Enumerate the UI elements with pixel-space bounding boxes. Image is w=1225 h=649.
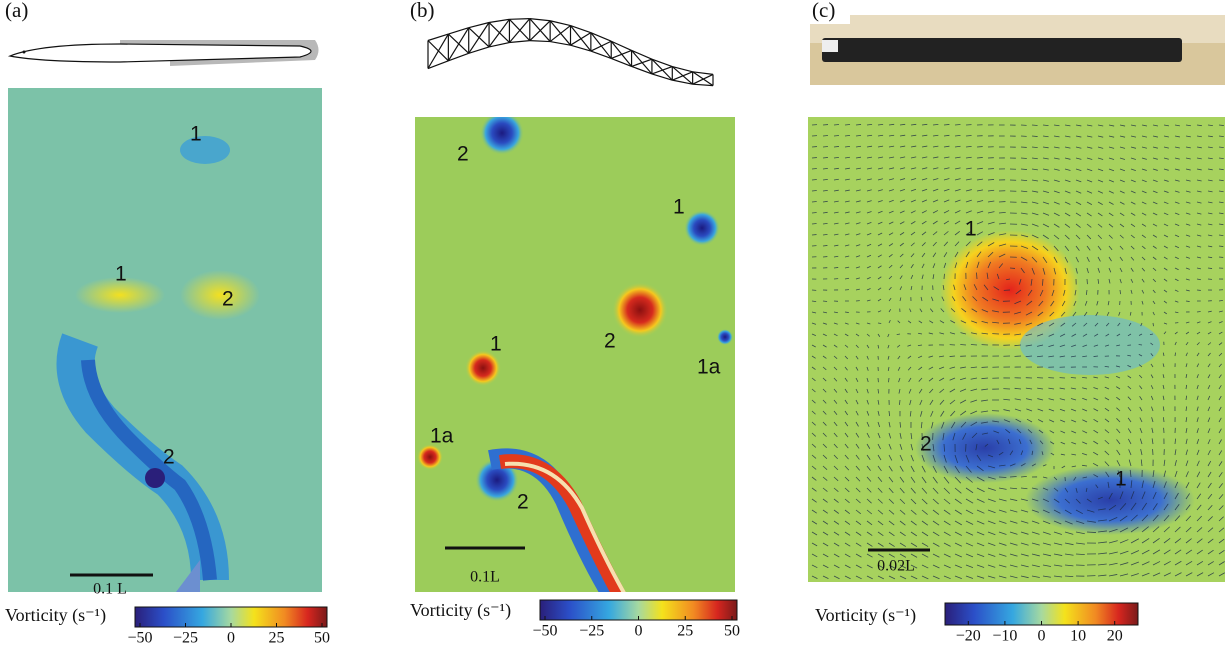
flow-arrow bbox=[834, 135, 839, 136]
annotation: 2 bbox=[604, 330, 616, 353]
annotation: 1 bbox=[673, 196, 685, 219]
mesh-edge bbox=[611, 50, 631, 58]
colorbar-tick-label: −50 bbox=[127, 630, 152, 647]
colorbar-tick-label: 50 bbox=[314, 630, 330, 647]
robot-mesh bbox=[428, 19, 713, 86]
colorbar-tick-label: −25 bbox=[579, 623, 604, 640]
vorticity-field bbox=[415, 111, 735, 600]
flow-arrow bbox=[988, 179, 994, 180]
colorbar-tick-label: −20 bbox=[956, 628, 981, 645]
flow-arrow bbox=[834, 267, 838, 268]
scale-bar-label: 0.1L bbox=[470, 569, 500, 586]
mesh-edge bbox=[693, 74, 713, 84]
flow-arrow bbox=[1186, 301, 1190, 302]
colorbar-tick-label: −25 bbox=[173, 630, 198, 647]
colorbar-label: Vorticity (s⁻¹) bbox=[410, 600, 511, 621]
flow-arrow bbox=[899, 400, 900, 405]
vorticity-field bbox=[808, 117, 1225, 582]
mesh-edge bbox=[489, 19, 509, 22]
colorbar-tick-label: 0 bbox=[1038, 628, 1046, 645]
mesh-edge bbox=[530, 19, 550, 21]
colorbar-label: Vorticity (s⁻¹) bbox=[815, 605, 916, 626]
annotation: 1 bbox=[965, 218, 977, 241]
flow-arrow bbox=[845, 312, 849, 313]
colorbar-tick-label: 0 bbox=[227, 630, 235, 647]
panel-label: (b) bbox=[410, 0, 435, 22]
colorbar-tick-label: −50 bbox=[532, 623, 557, 640]
colorbar-tick-label: 25 bbox=[677, 623, 693, 640]
colorbar-tick-label: 20 bbox=[1107, 628, 1123, 645]
mesh-edge bbox=[672, 72, 692, 80]
annotation: 1 bbox=[1115, 468, 1127, 491]
colorbar-tick-label: 25 bbox=[269, 630, 285, 647]
mesh-edge bbox=[428, 61, 448, 69]
vorticity-field bbox=[8, 88, 322, 600]
flow-arrow bbox=[812, 212, 817, 213]
panel-label: (a) bbox=[5, 0, 28, 22]
mesh-edge bbox=[632, 59, 652, 66]
mesh-edge bbox=[652, 67, 672, 74]
flow-arrow bbox=[823, 245, 827, 246]
annotation: 1 bbox=[190, 123, 202, 146]
eel-eye bbox=[23, 51, 26, 54]
mesh-edge bbox=[693, 84, 713, 85]
mesh-edge bbox=[591, 41, 611, 51]
flow-arrow bbox=[1032, 136, 1038, 137]
annotation: 2 bbox=[163, 446, 175, 469]
flow-arrow bbox=[888, 378, 889, 382]
flow-arrow bbox=[812, 190, 817, 191]
panel-b: (b) 0.1L 2 1 2 1 1a 1a 2 Vorticity (s⁻¹) bbox=[410, 0, 735, 621]
colorbar-label: Vorticity (s⁻¹) bbox=[5, 605, 106, 626]
colorbar-tick-label: −10 bbox=[992, 628, 1017, 645]
mesh-edge bbox=[550, 26, 570, 42]
flow-arrow bbox=[823, 157, 828, 158]
flow-arrow bbox=[1219, 125, 1224, 126]
mesh-edge bbox=[571, 33, 591, 46]
colorbar-tick-label: 0 bbox=[635, 623, 643, 640]
annotation: 1a bbox=[697, 356, 721, 379]
flow-arrow bbox=[823, 146, 828, 147]
mesh-edge bbox=[509, 19, 529, 20]
flow-arrow bbox=[1197, 311, 1201, 312]
colorbar-tick-label: 10 bbox=[1070, 628, 1086, 645]
colorbar-tick-label: 50 bbox=[724, 623, 740, 640]
flow-arrow bbox=[1175, 353, 1176, 356]
robot-tag bbox=[822, 40, 838, 52]
annotation: 2 bbox=[457, 143, 469, 166]
flow-arrow bbox=[1094, 356, 1098, 357]
mesh-edge bbox=[530, 41, 550, 42]
annotation: 2 bbox=[920, 433, 932, 456]
flow-arrow bbox=[845, 124, 850, 125]
scale-bar-label: 0.1 L bbox=[93, 581, 127, 598]
flow-arrow bbox=[944, 124, 949, 125]
panel-a: (a) 0.1 L 1 1 2 2 Vorticity (s⁻¹) bbox=[5, 0, 322, 626]
mesh-edge bbox=[448, 53, 468, 61]
flow-arrow bbox=[812, 201, 817, 202]
flow-arrow bbox=[812, 179, 817, 180]
annotation: 2 bbox=[222, 288, 234, 311]
annotation: 1a bbox=[430, 425, 454, 448]
flow-arrow bbox=[1153, 323, 1154, 326]
flow-arrow bbox=[1021, 169, 1027, 170]
flow-arrow bbox=[1042, 279, 1043, 286]
figure: (a) 0.1 L 1 1 2 2 Vorticity (s⁻¹) (b) bbox=[0, 0, 1225, 649]
flow-arrow bbox=[976, 273, 977, 279]
mesh-edge bbox=[509, 41, 529, 43]
flow-arrow bbox=[977, 157, 983, 158]
flow-arrow bbox=[1208, 268, 1212, 269]
annotation: 2 bbox=[517, 491, 529, 514]
robot-body bbox=[822, 38, 1182, 62]
scale-bar-label: 0.02L bbox=[877, 558, 915, 575]
annotation: 1 bbox=[490, 333, 502, 356]
flow-arrow bbox=[823, 301, 827, 302]
flow-arrow bbox=[1120, 290, 1121, 294]
annotation: 1 bbox=[115, 263, 127, 286]
panel-label: (c) bbox=[812, 0, 835, 22]
flow-arrow bbox=[1219, 246, 1223, 247]
panel-c: (c) 0.02L 1 2 1 Vorticity (s⁻¹) bbox=[808, 0, 1225, 626]
